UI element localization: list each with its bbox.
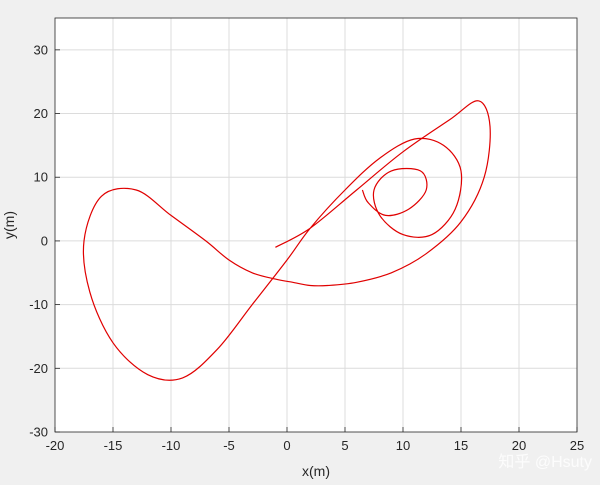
y-tick-label: 30 (34, 42, 48, 57)
y-tick-label: -20 (29, 361, 48, 376)
x-tick-label: -15 (104, 438, 123, 453)
x-tick-label: -20 (46, 438, 65, 453)
x-tick-label: 5 (341, 438, 348, 453)
series-layer (82, 100, 491, 381)
y-tick-label: 20 (34, 106, 48, 121)
x-axis-label: x(m) (302, 463, 330, 479)
grid (55, 18, 577, 432)
series-line (82, 100, 491, 381)
y-tick-label: 10 (34, 170, 48, 185)
x-tick-label: 25 (570, 438, 584, 453)
y-tick-label: -30 (29, 425, 48, 440)
x-tick-label: 15 (454, 438, 468, 453)
y-tick-label: 0 (41, 233, 48, 248)
y-axis-label: y(m) (1, 211, 17, 239)
x-tick-label: -5 (223, 438, 235, 453)
x-tick-label: 20 (512, 438, 526, 453)
x-tick-label: 0 (283, 438, 290, 453)
x-tick-label: -10 (162, 438, 181, 453)
x-tick-label: 10 (396, 438, 410, 453)
plot-area (55, 18, 577, 432)
plot-frame (54, 17, 578, 433)
watermark: 知乎 @Hsuty (498, 453, 592, 471)
y-tick-label: -10 (29, 297, 48, 312)
